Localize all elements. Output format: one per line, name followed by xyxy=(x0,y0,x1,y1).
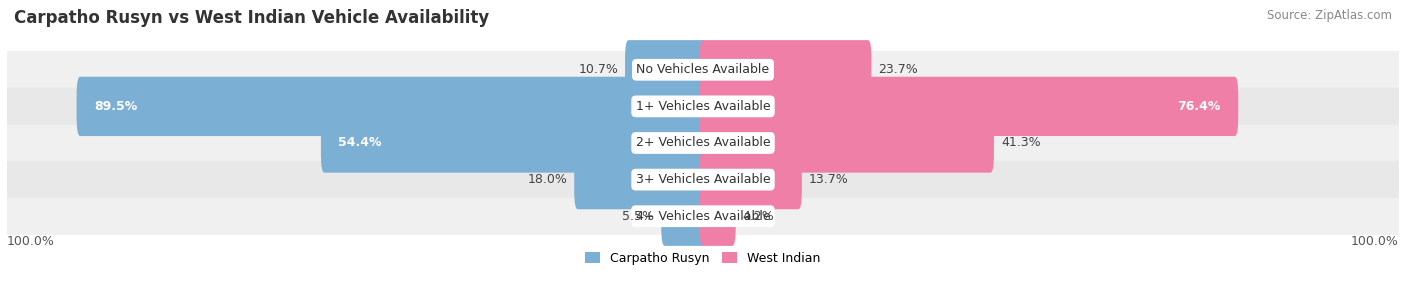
Legend: Carpatho Rusyn, West Indian: Carpatho Rusyn, West Indian xyxy=(582,248,824,269)
Bar xyxy=(7,161,1399,198)
Text: 89.5%: 89.5% xyxy=(94,100,138,113)
Text: 3+ Vehicles Available: 3+ Vehicles Available xyxy=(636,173,770,186)
Text: 100.0%: 100.0% xyxy=(1351,235,1399,247)
Text: 54.4%: 54.4% xyxy=(339,136,382,150)
FancyBboxPatch shape xyxy=(321,113,706,173)
Text: 18.0%: 18.0% xyxy=(527,173,567,186)
FancyBboxPatch shape xyxy=(700,113,994,173)
Bar xyxy=(7,125,1399,161)
Bar xyxy=(7,51,1399,88)
Text: 2+ Vehicles Available: 2+ Vehicles Available xyxy=(636,136,770,150)
FancyBboxPatch shape xyxy=(76,77,706,136)
FancyBboxPatch shape xyxy=(700,40,872,100)
Text: Carpatho Rusyn vs West Indian Vehicle Availability: Carpatho Rusyn vs West Indian Vehicle Av… xyxy=(14,9,489,27)
Text: 5.5%: 5.5% xyxy=(623,210,654,223)
FancyBboxPatch shape xyxy=(574,150,706,209)
FancyBboxPatch shape xyxy=(700,186,735,246)
FancyBboxPatch shape xyxy=(626,40,706,100)
Text: 1+ Vehicles Available: 1+ Vehicles Available xyxy=(636,100,770,113)
Text: No Vehicles Available: No Vehicles Available xyxy=(637,63,769,76)
Text: 41.3%: 41.3% xyxy=(1001,136,1040,150)
Text: 10.7%: 10.7% xyxy=(578,63,619,76)
FancyBboxPatch shape xyxy=(700,77,1239,136)
FancyBboxPatch shape xyxy=(700,150,801,209)
Text: 76.4%: 76.4% xyxy=(1177,100,1220,113)
FancyBboxPatch shape xyxy=(661,186,706,246)
Text: 4+ Vehicles Available: 4+ Vehicles Available xyxy=(636,210,770,223)
Bar xyxy=(7,198,1399,235)
Text: 100.0%: 100.0% xyxy=(7,235,55,247)
Bar xyxy=(7,88,1399,125)
Text: 23.7%: 23.7% xyxy=(879,63,918,76)
Text: 13.7%: 13.7% xyxy=(808,173,849,186)
Text: Source: ZipAtlas.com: Source: ZipAtlas.com xyxy=(1267,9,1392,21)
Text: 4.2%: 4.2% xyxy=(742,210,775,223)
